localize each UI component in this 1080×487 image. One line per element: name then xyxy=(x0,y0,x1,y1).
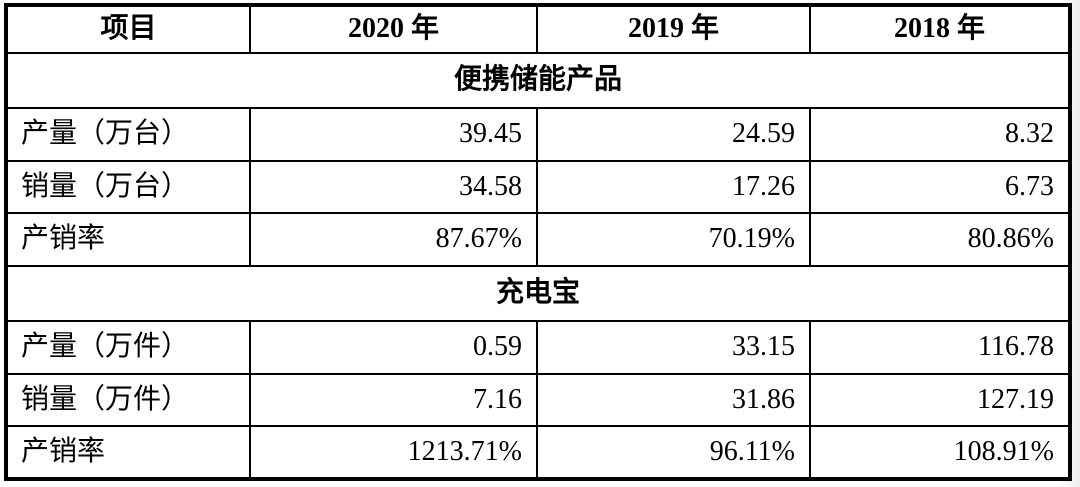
value-cell: 87.67% xyxy=(248,212,538,267)
value-cell: 0.59 xyxy=(248,320,538,375)
value-cell: 1213.71% xyxy=(248,425,538,480)
table-row: 销量（万件） 7.16 31.86 127.19 xyxy=(5,372,1071,428)
value-cell: 33.15 xyxy=(535,320,812,375)
header-cell-2018: 2018 年 xyxy=(809,4,1071,54)
value-cell: 7.16 xyxy=(248,372,538,428)
value-cell: 8.32 xyxy=(809,107,1071,162)
section-title: 充电宝 xyxy=(5,264,1071,323)
value-cell: 70.19% xyxy=(535,212,812,267)
value-cell: 24.59 xyxy=(535,107,812,162)
value-cell: 127.19 xyxy=(809,372,1071,428)
value-cell: 6.73 xyxy=(809,159,1071,215)
table-row: 产量（万台） 39.45 24.59 8.32 xyxy=(5,107,1071,162)
value-cell: 80.86% xyxy=(809,212,1071,267)
header-cell-item: 项目 xyxy=(5,4,251,54)
value-cell: 31.86 xyxy=(535,372,812,428)
table-row: 产销率 87.67% 70.19% 80.86% xyxy=(5,212,1071,267)
section-row-power-bank: 充电宝 xyxy=(5,264,1071,323)
row-label: 产量（万件） xyxy=(5,320,251,375)
value-cell: 116.78 xyxy=(809,320,1071,375)
table-row: 产销率 1213.71% 96.11% 108.91% xyxy=(5,425,1071,480)
table-row: 产量（万件） 0.59 33.15 116.78 xyxy=(5,320,1071,375)
section-row-portable-storage: 便携储能产品 xyxy=(5,51,1071,110)
table-header-row: 项目 2020 年 2019 年 2018 年 xyxy=(5,4,1071,54)
value-cell: 34.58 xyxy=(248,159,538,215)
value-cell: 39.45 xyxy=(248,107,538,162)
row-label: 销量（万台） xyxy=(5,159,251,215)
row-label: 产销率 xyxy=(5,212,251,267)
value-cell: 17.26 xyxy=(535,159,812,215)
table-row: 销量（万台） 34.58 17.26 6.73 xyxy=(5,159,1071,215)
row-label: 产量（万台） xyxy=(5,107,251,162)
row-label: 销量（万件） xyxy=(5,372,251,428)
value-cell: 96.11% xyxy=(535,425,812,480)
row-label: 产销率 xyxy=(5,425,251,480)
section-title: 便携储能产品 xyxy=(5,51,1071,110)
header-cell-2020: 2020 年 xyxy=(248,4,538,54)
value-cell: 108.91% xyxy=(809,425,1071,480)
production-sales-table: 项目 2020 年 2019 年 2018 年 便携储能产品 产量（万台） 39… xyxy=(4,3,1072,481)
header-cell-2019: 2019 年 xyxy=(535,4,812,54)
